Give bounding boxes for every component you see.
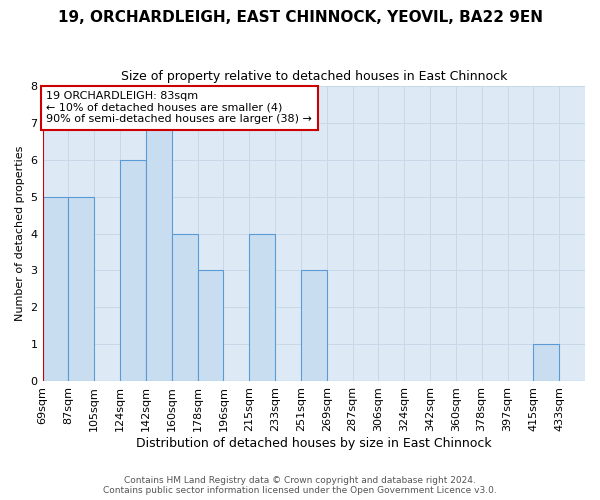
Bar bbox=[301, 270, 326, 382]
Title: Size of property relative to detached houses in East Chinnock: Size of property relative to detached ho… bbox=[121, 70, 507, 83]
Bar bbox=[533, 344, 559, 382]
Text: 19, ORCHARDLEIGH, EAST CHINNOCK, YEOVIL, BA22 9EN: 19, ORCHARDLEIGH, EAST CHINNOCK, YEOVIL,… bbox=[58, 10, 542, 25]
Bar bbox=[172, 234, 197, 382]
Text: Contains HM Land Registry data © Crown copyright and database right 2024.
Contai: Contains HM Land Registry data © Crown c… bbox=[103, 476, 497, 495]
Bar bbox=[197, 270, 223, 382]
Bar bbox=[249, 234, 275, 382]
Y-axis label: Number of detached properties: Number of detached properties bbox=[15, 146, 25, 321]
Bar bbox=[120, 160, 146, 382]
Bar bbox=[43, 196, 68, 382]
X-axis label: Distribution of detached houses by size in East Chinnock: Distribution of detached houses by size … bbox=[136, 437, 491, 450]
Text: 19 ORCHARDLEIGH: 83sqm
← 10% of detached houses are smaller (4)
90% of semi-deta: 19 ORCHARDLEIGH: 83sqm ← 10% of detached… bbox=[46, 91, 312, 124]
Bar bbox=[68, 196, 94, 382]
Bar bbox=[146, 122, 172, 382]
